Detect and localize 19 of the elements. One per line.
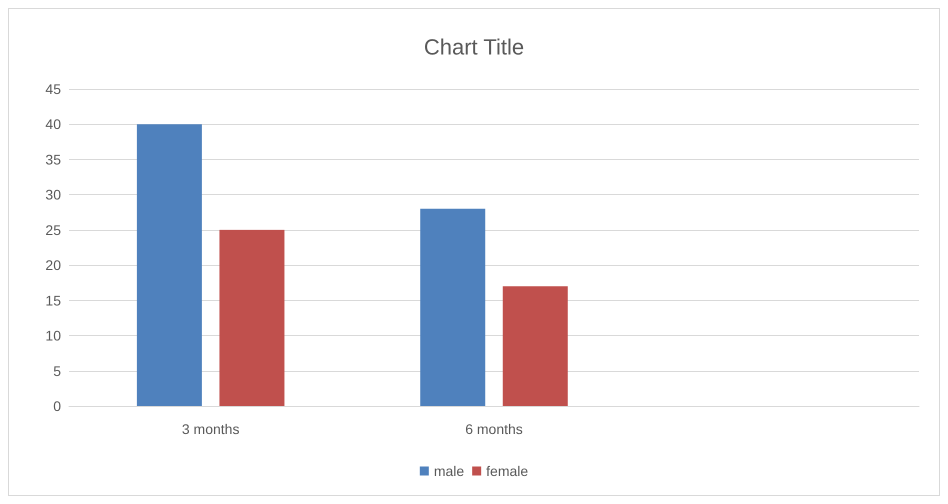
legend-label: male bbox=[434, 463, 464, 479]
bar bbox=[136, 124, 202, 406]
chart-title: Chart Title bbox=[424, 34, 524, 60]
y-tick-label: 15 bbox=[45, 292, 62, 308]
y-tick-label: 45 bbox=[45, 81, 62, 97]
bar bbox=[219, 230, 284, 406]
bar bbox=[502, 286, 568, 406]
y-tick-label: 20 bbox=[45, 257, 62, 274]
y-tick-label: 25 bbox=[45, 222, 62, 238]
x-tick-label: 6 months bbox=[465, 421, 523, 437]
bar bbox=[420, 208, 486, 406]
x-tick-label: 3 months bbox=[182, 421, 240, 437]
y-tick-label: 40 bbox=[45, 116, 62, 132]
y-tick-label: 0 bbox=[53, 398, 62, 414]
legend-label: female bbox=[486, 463, 528, 479]
y-tick-label: 30 bbox=[45, 186, 62, 203]
y-tick-label: 35 bbox=[45, 151, 62, 168]
y-tick-label: 5 bbox=[53, 362, 62, 379]
y-tick-label: 10 bbox=[45, 328, 62, 344]
